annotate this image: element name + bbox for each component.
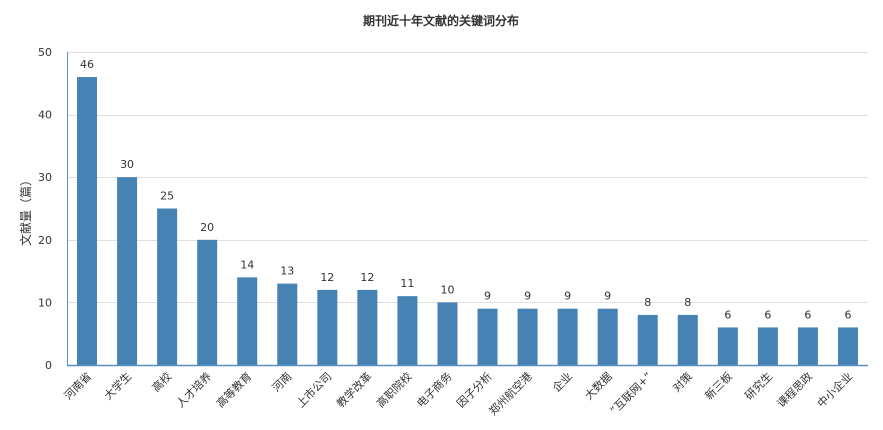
data-label: 6: [724, 308, 731, 321]
bar[interactable]: [477, 308, 498, 365]
x-tick-label: 大数据: [582, 369, 615, 402]
x-tick-label: 中小企业: [814, 369, 855, 410]
x-tick-label: 课程思政: [774, 369, 815, 410]
data-label: 9: [564, 290, 571, 303]
x-tick-label: 河南: [270, 370, 295, 395]
x-tick-label: 因子分析: [454, 369, 495, 410]
y-axis-label: 文献量（篇）: [18, 174, 33, 246]
data-label: 46: [80, 58, 94, 71]
bar[interactable]: [437, 302, 458, 365]
x-tick-label: 大学生: [101, 369, 134, 402]
x-tick-label: 高等教育: [213, 369, 254, 410]
x-tick-label: 对策: [669, 369, 694, 394]
data-labels: 46 30 25 20 14 13 12 12 11 10 9 9 9 9 8 8 6 6 6 6: [80, 58, 851, 321]
x-tick-label: 人才培养: [173, 369, 214, 410]
x-tick-label: 高校: [149, 369, 174, 394]
data-label: 9: [524, 290, 531, 303]
bar[interactable]: [157, 208, 178, 366]
data-label: 20: [200, 221, 214, 234]
data-label: 25: [160, 190, 174, 203]
bar[interactable]: [357, 289, 378, 365]
y-tick-label: 0: [45, 359, 52, 372]
y-tick-label: 40: [38, 109, 52, 122]
y-axis-ticks: 0 10 20 30 40 50: [38, 46, 52, 372]
x-tick-label: 教学改革: [333, 369, 374, 410]
bar[interactable]: [597, 308, 618, 365]
data-label: 12: [360, 271, 374, 284]
data-label: 10: [440, 283, 454, 296]
data-label: 8: [684, 296, 691, 309]
y-tick-label: 10: [38, 296, 52, 309]
y-tick-label: 30: [38, 171, 52, 184]
data-label: 6: [804, 308, 811, 321]
x-tick-label: “互联网+”: [608, 370, 655, 417]
bars: [77, 77, 858, 365]
bar[interactable]: [517, 308, 538, 365]
bar[interactable]: [317, 289, 338, 365]
x-tick-label: 研究生: [742, 369, 775, 402]
bar[interactable]: [237, 277, 258, 365]
x-tick-label: 郑州航空港: [486, 369, 535, 418]
bar[interactable]: [557, 308, 578, 365]
bar[interactable]: [837, 327, 858, 365]
gridlines: [67, 52, 868, 303]
x-tick-label: 河南省: [62, 370, 95, 403]
data-label: 9: [484, 290, 491, 303]
x-tick-label: 企业: [549, 369, 574, 394]
data-label: 6: [844, 308, 851, 321]
bar[interactable]: [797, 327, 818, 365]
x-tick-label: 电子商务: [414, 369, 455, 410]
bar[interactable]: [757, 327, 778, 365]
data-label: 8: [644, 296, 651, 309]
bar[interactable]: [397, 296, 418, 365]
data-label: 11: [400, 277, 414, 290]
bar[interactable]: [117, 177, 138, 365]
data-label: 30: [120, 158, 134, 171]
bar[interactable]: [677, 314, 698, 365]
x-tick-label: 高职院校: [374, 369, 415, 410]
data-label: 13: [280, 265, 294, 278]
bar[interactable]: [717, 327, 738, 365]
x-axis-ticks: 河南省 大学生 高校 人才培养 高等教育 河南 上市公司 教学改革 高职院校 电子商务 因子分析郑州…: [62, 369, 855, 418]
chart-title: 期刊近十年文献的关键词分布: [363, 13, 519, 28]
bar[interactable]: [637, 314, 658, 365]
data-label: 14: [240, 258, 254, 271]
data-label: 9: [604, 290, 611, 303]
x-tick-label: 新三板: [702, 369, 735, 402]
data-label: 12: [320, 271, 334, 284]
bar[interactable]: [197, 239, 218, 365]
bar[interactable]: [277, 283, 298, 365]
data-label: 6: [764, 308, 771, 321]
x-tick-label: 上市公司: [293, 369, 334, 410]
y-tick-label: 20: [38, 234, 52, 247]
bar[interactable]: [77, 77, 98, 365]
y-tick-label: 50: [38, 46, 52, 59]
